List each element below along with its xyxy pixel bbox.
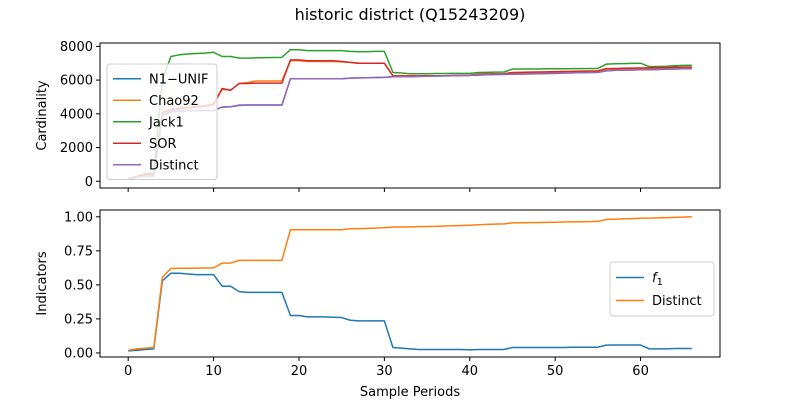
y-tick-label: 0.50 (64, 278, 93, 293)
axes-frame (99, 42, 721, 189)
y-tick-label: 4000 (60, 107, 93, 122)
legend-subscript: 1 (657, 277, 663, 288)
x-tick-label: 60 (632, 364, 649, 379)
legend-box (106, 63, 218, 180)
y-tick-label: 0 (85, 175, 93, 190)
figure-title: historic district (Q15243209) (295, 5, 526, 24)
y-tick-label: 8000 (60, 40, 93, 55)
x-tick-label: 50 (547, 364, 564, 379)
series-line-0-4 (127, 67, 692, 181)
series-line-0-3 (127, 59, 692, 180)
x-tick-label: 0 (124, 364, 132, 379)
cardinality-axes: 0 2000 4000 6000 8000 Cardinality N1−UNIF Chao9… (35, 40, 721, 192)
series-line-1-1 (128, 216, 692, 351)
x-tick-label: 30 (376, 364, 393, 379)
x-tick-label: 40 (462, 364, 479, 379)
legend-entry: Distinct (652, 294, 702, 309)
y-tick-label: 1.00 (64, 210, 93, 225)
series-line-0-2 (127, 48, 692, 180)
series-line-1-0 (128, 272, 692, 352)
legend-entry: Chao92 (149, 94, 199, 109)
indicators-axes: 0 10 20 30 40 50 60 0.00 0.25 0.50 0.75 1.00 Indicat… (35, 209, 721, 379)
y-tick-label: 0.25 (64, 312, 93, 327)
y-tick-label: 0.00 (64, 346, 93, 361)
axes-frame (99, 209, 721, 358)
legend-entry: f1 (652, 271, 663, 288)
legend-entry: Jack1 (148, 115, 184, 130)
y-tick-label: 0.75 (64, 244, 93, 259)
y-axis-label: Cardinality (35, 80, 50, 151)
legend-box (609, 261, 715, 317)
legend-entry: N1−UNIF (149, 72, 208, 87)
x-axis-label: Sample Periods (360, 385, 460, 400)
x-tick-label: 10 (205, 364, 222, 379)
y-axis-label: Indicators (35, 251, 50, 315)
y-tick-label: 6000 (60, 74, 93, 89)
x-tick-label: 20 (291, 364, 308, 379)
legend-entry: SOR (149, 137, 177, 152)
y-tick-label: 2000 (60, 141, 93, 156)
legend-entry: Distinct (149, 158, 199, 173)
